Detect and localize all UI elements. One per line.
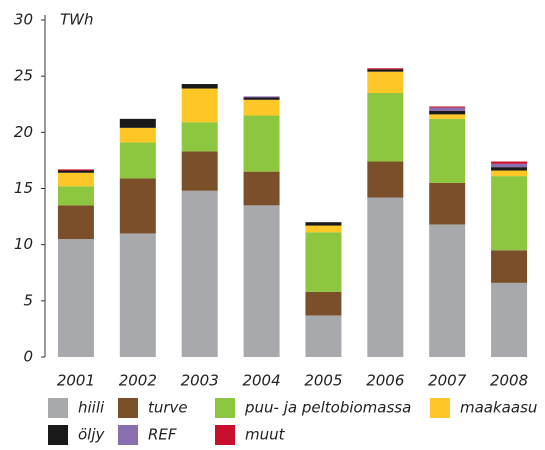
y-axis-label: TWh [60, 11, 94, 29]
bar-segment [491, 163, 528, 168]
x-tick-label: 2001 [57, 372, 95, 390]
y-tick-label: 0 [23, 348, 33, 366]
legend-label: turve [148, 399, 188, 417]
legend-label: maakaasu [460, 399, 537, 417]
bar-segment [57, 169, 94, 171]
legend-label: muut [245, 426, 286, 444]
legend-swatch [215, 398, 235, 418]
bar-segment [119, 127, 156, 143]
bar-segment [181, 84, 218, 89]
bar-segment [305, 225, 342, 233]
legend-swatch [118, 398, 138, 418]
bar-segment [491, 250, 528, 283]
bar-segment [243, 96, 280, 98]
bar-segment [367, 69, 404, 72]
bar-segment [57, 186, 94, 206]
bar-segment [429, 114, 466, 119]
bar-segment [57, 170, 94, 173]
legend-swatch [118, 425, 138, 445]
bar-segment [367, 68, 404, 70]
bar-segment [429, 224, 466, 357]
y-tick-label: 30 [14, 11, 33, 29]
bar-segment [367, 161, 404, 198]
legend-label: hiili [78, 399, 105, 417]
bar-segment [243, 171, 280, 206]
bar-segment [181, 151, 218, 191]
bar-segment [491, 170, 528, 177]
bar-segment [305, 232, 342, 292]
y-tick-label: 5 [23, 291, 33, 309]
bar-segment [367, 93, 404, 162]
bar-segment [429, 110, 466, 115]
bar-segment [119, 118, 156, 128]
bar-segment [119, 233, 156, 357]
legend-swatch [215, 425, 235, 445]
bar-segment [491, 161, 528, 164]
bar-segment [429, 118, 466, 183]
legend-swatch [430, 398, 450, 418]
x-tick-label: 2005 [304, 372, 342, 390]
legend-swatch [48, 398, 68, 418]
x-tick-label: 2003 [181, 372, 219, 390]
bar-segment [181, 88, 218, 123]
y-tick-label: 20 [14, 123, 33, 141]
legend-swatch [48, 425, 68, 445]
x-tick-label: 2007 [428, 372, 467, 390]
y-tick-label: 10 [14, 235, 33, 253]
legend-label: puu- ja peltobiomassa [244, 399, 411, 417]
bar-segment [429, 106, 466, 108]
bar-segment [491, 176, 528, 251]
bar-segment [243, 97, 280, 100]
y-tick-label: 15 [14, 179, 33, 197]
bar-segment [367, 197, 404, 357]
bar-segment [305, 291, 342, 316]
bar-segment [429, 107, 466, 111]
bar-segment [57, 205, 94, 240]
bar-segment [243, 205, 280, 357]
bar-segment [181, 190, 218, 357]
bar-segment [491, 167, 528, 171]
x-tick-label: 2004 [242, 372, 280, 390]
bar-segment [119, 142, 156, 179]
bar-segment [57, 172, 94, 187]
bar-segment [181, 122, 218, 152]
bar-segment [305, 222, 342, 226]
bar-segment [367, 71, 404, 94]
bar-segment [57, 239, 94, 357]
bar-segment [429, 182, 466, 225]
x-tick-label: 2002 [119, 372, 157, 390]
bar-segment [119, 178, 156, 234]
x-tick-label: 2008 [490, 372, 528, 390]
bar-segment [243, 115, 280, 172]
x-tick-label: 2006 [366, 372, 404, 390]
bar-segment [305, 315, 342, 357]
bar-segment [491, 282, 528, 357]
legend-label: öljy [78, 426, 106, 444]
y-tick-label: 25 [14, 67, 33, 85]
bar-segment [243, 99, 280, 116]
legend-label: REF [148, 426, 177, 444]
